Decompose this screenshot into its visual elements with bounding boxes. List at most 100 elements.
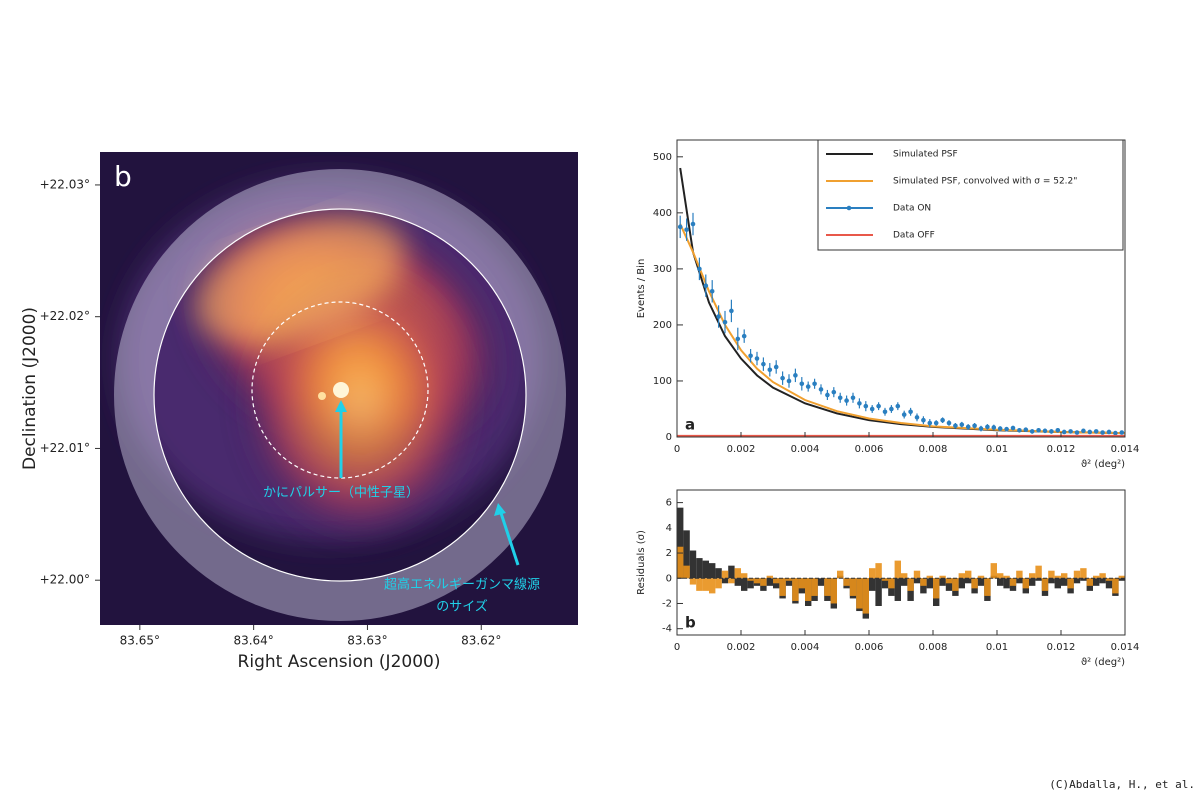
data-point	[716, 314, 721, 319]
residual-bar	[1016, 578, 1023, 584]
residual-bar	[869, 568, 876, 579]
x-tick-label: 0	[674, 444, 680, 455]
residual-bar	[958, 573, 965, 579]
residual-bar	[894, 578, 901, 601]
residual-bar	[1035, 578, 1042, 581]
annotation: かにパルサー（中性子星）	[263, 486, 419, 501]
data-point	[1036, 427, 1041, 433]
residual-bar	[977, 575, 985, 579]
residual-bar	[913, 570, 921, 579]
y-tick-label: +22.01°	[40, 441, 90, 455]
data-point	[831, 389, 837, 395]
residual-bar	[837, 570, 844, 579]
data-point	[1023, 427, 1029, 433]
residual-bar	[683, 530, 690, 579]
residual-bar	[728, 565, 735, 579]
residual-bar	[689, 578, 697, 585]
residual-bar	[1061, 573, 1068, 579]
residual-bar	[747, 578, 754, 581]
data-point	[1087, 429, 1093, 435]
residual-bar	[901, 578, 908, 586]
residual-bar	[965, 570, 972, 579]
residual-bar	[933, 578, 940, 599]
y-tick-label: +22.02°	[40, 309, 90, 323]
y-tick-label: 500	[653, 152, 672, 163]
x-tick-label: 0.01	[986, 444, 1008, 455]
y-tick-label: 300	[653, 264, 672, 275]
residual-bar	[1029, 578, 1036, 586]
data-point	[914, 415, 920, 420]
data-point	[786, 378, 792, 384]
residual-bar	[1073, 578, 1081, 584]
data-point	[1093, 429, 1099, 434]
data-point	[927, 420, 933, 426]
residual-bar	[1118, 575, 1125, 579]
y-tick-label: +22.00°	[40, 573, 90, 587]
data-point	[748, 353, 753, 359]
data-point	[895, 403, 901, 409]
y-tick-label: 6	[666, 498, 672, 509]
legend-label: Simulated PSF	[893, 150, 958, 160]
y-tick-label: 2	[666, 548, 672, 559]
residual-bar	[1048, 570, 1055, 579]
y-tick-label: -4	[662, 624, 672, 635]
data-point	[741, 333, 747, 339]
data-point	[818, 387, 824, 392]
residual-bar	[747, 578, 754, 589]
data-point	[1010, 425, 1016, 431]
data-point	[933, 420, 939, 426]
residual-bar	[1093, 578, 1100, 586]
x-tick-label: 83.62°	[461, 634, 501, 648]
legend-label: Data ON	[893, 204, 931, 214]
data-point	[735, 336, 741, 342]
data-point	[1042, 428, 1048, 434]
x-tick-label: 0.01	[986, 642, 1008, 653]
data-point	[799, 381, 805, 387]
x-tick-label: 0.014	[1111, 642, 1140, 653]
x-tick-label: 0.006	[855, 642, 884, 653]
data-point	[997, 426, 1003, 431]
residual-bar	[721, 570, 729, 579]
data-point	[761, 361, 766, 367]
x-tick-label: 0.012	[1047, 444, 1076, 455]
series-line	[679, 223, 1126, 435]
residual-bar	[830, 578, 837, 604]
data-point	[805, 384, 811, 389]
residual-bar	[1112, 578, 1119, 594]
residual-bar	[984, 578, 991, 596]
x-tick-label: 0.004	[791, 444, 820, 455]
data-point	[1100, 430, 1105, 435]
y-tick-label: -2	[662, 598, 672, 609]
residual-bar	[1061, 578, 1068, 586]
residual-bar	[977, 578, 985, 586]
x-tick-label: 83.65°	[120, 634, 160, 648]
plot-frame	[676, 489, 1126, 636]
data-point	[767, 367, 773, 373]
residual-bar	[1054, 575, 1061, 579]
data-point	[991, 425, 997, 430]
legend-label: Simulated PSF, convolved with σ = 52.2"	[893, 177, 1077, 187]
residual-bar	[1003, 578, 1010, 589]
residual-bar	[766, 578, 773, 586]
data-point	[703, 283, 709, 288]
residual-bar	[1003, 575, 1010, 579]
residual-bar	[805, 578, 812, 601]
data-point	[889, 406, 894, 412]
residual-bar	[1073, 570, 1081, 579]
y-axis-label: Declination (J2000)	[20, 307, 40, 470]
data-point	[953, 423, 958, 429]
residual-bar	[990, 563, 997, 579]
residual-bar	[926, 575, 933, 579]
residual-bar	[792, 578, 799, 601]
residual-bar	[753, 578, 761, 584]
residual-bar	[817, 578, 825, 586]
data-point	[677, 224, 683, 230]
y-tick-label: 4	[666, 523, 672, 534]
legend-swatch	[846, 205, 852, 211]
y-tick-label: 100	[653, 376, 672, 387]
residual-bar	[696, 578, 703, 591]
residual-bar	[862, 578, 869, 614]
data-point	[940, 417, 945, 423]
annotation: のサイズ	[436, 599, 488, 615]
